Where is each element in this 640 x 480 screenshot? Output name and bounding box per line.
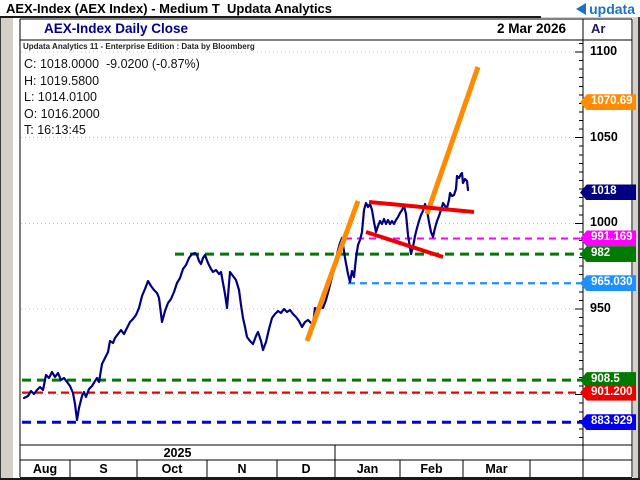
price-badge[interactable]: 1018 [580,184,636,201]
x-axis-month-label: Aug [32,462,58,476]
trendline[interactable] [424,66,481,215]
chart-subtitle: Updata Analytics 11 - Enterprise Edition… [23,42,255,51]
quote-panel: C: 1018.0000 -9.0200 (-0.87%) H: 1019.58… [24,56,200,139]
x-axis-month-label: N [237,462,247,476]
price-badge[interactable]: 883.929 [580,414,636,431]
window-edge-right [638,17,640,480]
price-badge[interactable]: 1070.69 [580,94,636,111]
quote-low: L: 1014.0100 [24,90,97,104]
price-badge[interactable]: 991.169 [580,230,636,247]
x-axis-month-label: Oct [161,462,183,476]
price-badge[interactable]: 965.030 [580,275,636,292]
window-edge-left [0,0,1,480]
y-axis-label: 950 [590,301,611,315]
x-axis-month-label: D [301,462,311,476]
chart-panel [13,18,633,479]
quote-close: C: 1018.0000 -9.0200 (-0.87%) [24,57,200,71]
price-line [22,171,470,422]
x-axis-month-label: S [99,462,108,476]
window-titlebar[interactable]: AEX-Index (AEX Index) - Medium T Updata … [0,0,640,17]
trendline[interactable] [368,200,475,214]
quote-high: H: 1019.5800 [24,73,100,88]
quote-open: O: 1016.2000 [24,106,100,121]
x-axis-year-label: 2025 [163,446,192,460]
y-axis-label: 1000 [590,215,618,230]
window-edge-bottom [0,478,640,480]
updata-logo-arrow-icon [576,3,587,15]
x-axis-month-label: Feb [420,462,443,476]
price-badge[interactable]: 982 [580,246,636,263]
x-axis-month-label [530,461,583,477]
y-axis-label: 1050 [590,129,618,144]
trendline[interactable] [304,200,361,342]
x-axis-month-label: Jan [356,462,379,476]
updata-logo-text: updata [589,1,635,17]
chart-title: AEX-Index Daily Close [44,21,189,36]
price-badge[interactable]: 901.200 [580,384,636,401]
window-title: AEX-Index (AEX Index) - Medium T Updata … [6,1,333,16]
x-axis-month-label: Mar [485,462,508,476]
price-badge[interactable]: 908.5 [580,372,636,389]
axis-corner-label: Ar [591,21,606,36]
updata-logo: updata [576,1,635,17]
y-axis-label: 1100 [590,44,618,58]
trendline[interactable] [365,230,444,259]
quote-time: T: 16:13:45 [24,123,86,137]
titlebar-divider [0,16,541,18]
chart-date: 2 Mar 2026 [496,21,566,36]
